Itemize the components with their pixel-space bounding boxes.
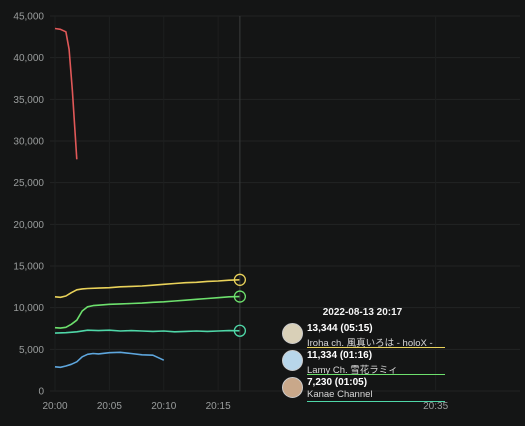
tooltip-series-underline [307, 347, 445, 348]
tooltip-value: 11,334 (01:16) [307, 350, 373, 361]
series-line-0 [54, 279, 240, 299]
x-tick-label: 20:00 [42, 401, 67, 412]
y-tick-label: 15,000 [13, 262, 44, 273]
y-tick-label: 10,000 [13, 303, 44, 314]
y-tick-label: 5,000 [19, 345, 44, 356]
tooltip-timestamp: 2022-08-13 20:17 [322, 307, 403, 318]
channel-avatar-icon [282, 350, 303, 371]
x-tick-label: 20:05 [97, 401, 122, 412]
hover-marker [233, 324, 247, 337]
y-tick-label: 25,000 [13, 178, 44, 189]
channel-avatar-icon [282, 377, 303, 398]
tooltip-rows: 13,344 (05:15) Iroha ch. 風真いろは - holoX -1… [280, 323, 445, 402]
tooltip-channel-name: Lamy Ch. 雪花ラミィ [307, 365, 398, 376]
series-line-3 [54, 351, 165, 369]
tooltip-series-underline [307, 401, 445, 402]
y-tick-label: 20,000 [13, 220, 44, 231]
tooltip-channel-name: Kanae Channel [307, 389, 373, 400]
tooltip-series-underline [307, 374, 445, 375]
tooltip-row: 7,230 (01:05) Kanae Channel [280, 377, 445, 402]
series-lines [54, 27, 240, 369]
y-tick-label: 0 [38, 387, 44, 398]
hover-tooltip: 2022-08-13 20:17 13,344 (05:15) Iroha ch.… [280, 305, 445, 402]
hover-markers [233, 273, 247, 337]
hover-marker [233, 273, 247, 286]
hover-marker [233, 290, 247, 303]
x-tick-label: 20:15 [206, 401, 231, 412]
series-line-4 [54, 27, 78, 160]
tooltip-value: 13,344 (05:15) [307, 323, 373, 334]
y-tick-label: 45,000 [13, 12, 44, 23]
y-tick-label: 35,000 [13, 95, 44, 106]
y-tick-label: 40,000 [13, 53, 44, 64]
tooltip-row: 11,334 (01:16) Lamy Ch. 雪花ラミィ [280, 350, 445, 376]
tooltip-row: 13,344 (05:15) Iroha ch. 風真いろは - holoX - [280, 323, 445, 349]
tooltip-channel-name: Iroha ch. 風真いろは - holoX - [307, 338, 433, 349]
y-tick-label: 30,000 [13, 137, 44, 148]
y-axis: 0 5,000 10,000 15,000 20,000 25,000 30,000 35,0… [13, 12, 44, 398]
x-tick-label: 20:35 [423, 401, 448, 412]
channel-avatar-icon [282, 323, 303, 344]
series-line-1 [54, 295, 240, 329]
tooltip-value: 7,230 (01:05) [307, 377, 368, 388]
grid-lines [50, 15, 520, 392]
x-tick-label: 20:10 [151, 401, 176, 412]
x-axis: 20:00 20:05 20:10 20:15 20:35 [42, 401, 448, 412]
series-line-2 [54, 329, 240, 334]
